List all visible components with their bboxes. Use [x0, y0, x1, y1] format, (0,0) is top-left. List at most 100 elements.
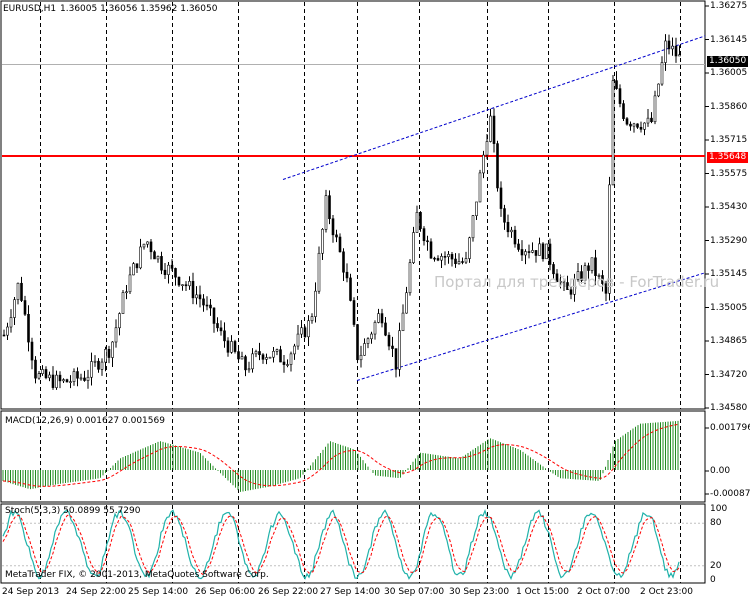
candle-body	[51, 374, 55, 388]
candle-body	[562, 281, 566, 283]
candle-body	[611, 80, 615, 186]
price-axis-label: 1.35430	[710, 202, 748, 212]
candle-body	[625, 118, 629, 125]
candle-body	[601, 275, 604, 284]
candle-body	[146, 241, 149, 245]
candle-body	[44, 369, 48, 379]
copyright-text: MetaTrader FIX, © 2001-2013, MetaQuotes …	[5, 570, 269, 580]
candle-body	[422, 228, 426, 242]
candle-body	[468, 237, 471, 259]
candle-body	[328, 195, 331, 220]
candle-body	[310, 316, 314, 322]
candle-body	[174, 268, 177, 278]
candle-body	[314, 290, 317, 317]
candle-body	[457, 261, 461, 265]
candle-body	[272, 351, 275, 358]
horizontal-line-price-box: 1.35648	[707, 152, 749, 163]
candle-body	[583, 265, 587, 281]
candle-body	[79, 377, 83, 380]
candle-body	[664, 40, 667, 63]
time-axis-label: 26 Sep 06:00	[195, 587, 256, 597]
stochastic-axis-label: 0	[710, 575, 716, 585]
current-price-box: 1.36050	[707, 56, 749, 67]
stochastic-axis-label: 80	[710, 518, 722, 529]
candle-body	[286, 364, 289, 366]
channel-lower-line	[356, 272, 706, 381]
candle-body	[464, 258, 468, 263]
macd-canvas[interactable]	[0, 410, 750, 503]
candle-body	[538, 243, 541, 256]
candle-body	[212, 307, 216, 324]
price-plot-border	[0, 0, 706, 410]
candle-body	[650, 117, 653, 123]
price-axis-label: 1.36145	[710, 34, 748, 45]
candle-body	[83, 377, 86, 381]
candle-body	[275, 349, 279, 352]
candle-body	[86, 376, 90, 381]
candle-body	[587, 265, 590, 271]
candle-body	[335, 234, 338, 238]
candle-body	[72, 371, 76, 382]
stochastic-canvas[interactable]	[0, 503, 750, 584]
time-axis-label: 25 Sep 14:00	[128, 587, 189, 597]
candle-body	[223, 330, 226, 342]
candle-body	[405, 292, 408, 314]
candle-body	[485, 141, 489, 156]
candle-body	[128, 274, 132, 293]
price-chart-canvas[interactable]	[0, 0, 750, 410]
candle-body	[548, 243, 552, 265]
candle-body	[258, 351, 261, 356]
candle-body	[338, 236, 342, 253]
candle-body	[132, 263, 135, 276]
candle-body	[170, 264, 174, 269]
candle-body	[520, 249, 524, 256]
stochastic-header: Stoch(5,3,3) 50.0899 55.7290	[5, 506, 141, 516]
candle-body	[100, 361, 104, 370]
price-axis-label: 1.36275	[710, 1, 748, 11]
candle-body	[615, 80, 618, 89]
candle-body	[674, 45, 678, 57]
macd-pane[interactable]: MACD(12,26,9) 0.001627 0.001569 0.001796…	[0, 410, 750, 503]
candle-body	[198, 294, 202, 300]
candle-body	[569, 289, 573, 295]
candle-body	[282, 361, 286, 365]
candle-body	[440, 256, 443, 261]
price-axis-label: 1.34865	[710, 336, 748, 346]
candle-body	[324, 195, 328, 230]
candle-body	[296, 333, 300, 347]
price-chart-pane[interactable]: EURUSD,H1 1.36005 1.36056 1.35962 1.3605…	[0, 0, 750, 413]
candle-body	[41, 369, 44, 374]
candle-body	[506, 221, 510, 233]
price-axis-label: 1.36005	[710, 68, 748, 78]
time-axis-label: 24 Sep 2013	[2, 587, 60, 597]
candle-body	[580, 271, 583, 281]
time-axis-label: 30 Sep 23:00	[449, 587, 510, 597]
stochastic-plot-border	[0, 503, 706, 584]
price-axis-label: 1.35290	[710, 235, 748, 246]
candle-body	[289, 353, 293, 365]
candle-body	[293, 345, 296, 355]
candle-body	[30, 341, 34, 361]
candle-body	[660, 62, 664, 85]
candle-body	[545, 243, 548, 260]
candle-body	[471, 215, 475, 239]
candle-body	[478, 172, 482, 203]
candle-body	[636, 123, 639, 128]
candle-body	[429, 241, 433, 259]
candle-body	[118, 313, 121, 329]
candle-body	[121, 292, 125, 314]
candle-body	[216, 323, 219, 329]
time-axis-label: 26 Sep 22:00	[258, 587, 319, 597]
price-axis-label: 1.35005	[710, 302, 748, 313]
candle-body	[524, 251, 527, 256]
stochastic-axis-label: 100	[710, 504, 728, 514]
candle-body	[167, 264, 170, 275]
candle-body	[492, 115, 496, 144]
candle-body	[156, 256, 160, 260]
candle-body	[646, 117, 650, 124]
candle-body	[247, 368, 251, 371]
stochastic-pane[interactable]: Stoch(5,3,3) 50.0899 55.7290 100 80 20 0	[0, 503, 750, 585]
candle-body	[261, 354, 265, 360]
candle-body	[398, 330, 401, 370]
